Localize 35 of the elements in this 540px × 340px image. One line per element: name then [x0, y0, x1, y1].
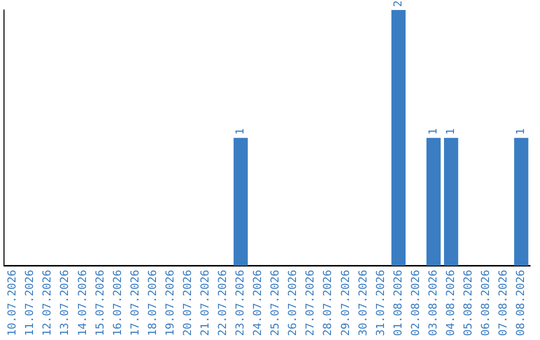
x-tick-label: 17.07.2026	[128, 270, 142, 336]
x-tick-label: 13.07.2026	[58, 270, 72, 336]
data-label: 1	[234, 128, 247, 135]
x-tick-label: 14.07.2026	[76, 270, 89, 336]
x-tick-label: 25.07.2026	[268, 270, 282, 336]
x-tick-label: 02.08.2026	[408, 270, 422, 336]
x-tick-label: 20.07.2026	[180, 270, 194, 336]
x-tick-label: 05.08.2026	[461, 270, 474, 336]
data-label: 2	[391, 0, 404, 7]
x-tick-label: 16.07.2026	[110, 270, 124, 336]
x-tick-label: 11.07.2026	[23, 270, 36, 336]
x-tick-label: 03.08.2026	[426, 270, 440, 336]
x-tick-label: 28.07.2026	[321, 270, 334, 336]
data-label: 1	[514, 128, 528, 135]
x-tick-label: 29.07.2026	[338, 270, 352, 336]
x-tick-label: 12.07.2026	[40, 270, 54, 336]
x-tick-label: 10.07.2026	[6, 270, 19, 336]
x-tick-label: 26.07.2026	[286, 270, 300, 336]
x-tick-label: 27.07.2026	[304, 270, 317, 336]
x-tick-label: 07.08.2026	[496, 270, 510, 336]
data-label: 1	[444, 128, 457, 135]
x-tick-label: 04.08.2026	[444, 270, 457, 336]
x-tick-label: 19.07.2026	[163, 270, 176, 336]
x-tick-label: 22.07.2026	[216, 270, 230, 336]
x-tick-label: 24.07.2026	[251, 270, 264, 336]
x-tick-label: 23.07.2026	[234, 270, 247, 336]
data-label: 1	[426, 128, 440, 135]
x-tick-label: 06.08.2026	[479, 270, 492, 336]
x-tick-label: 21.07.2026	[198, 270, 212, 336]
x-tick-label: 30.07.2026	[356, 270, 370, 336]
x-tick-label: 31.07.2026	[374, 270, 387, 336]
x-tick-label: 01.08.2026	[391, 270, 404, 336]
x-tick-label: 15.07.2026	[93, 270, 106, 336]
x-tick-label: 08.08.2026	[514, 270, 528, 336]
x-tick-label: 18.07.2026	[146, 270, 159, 336]
